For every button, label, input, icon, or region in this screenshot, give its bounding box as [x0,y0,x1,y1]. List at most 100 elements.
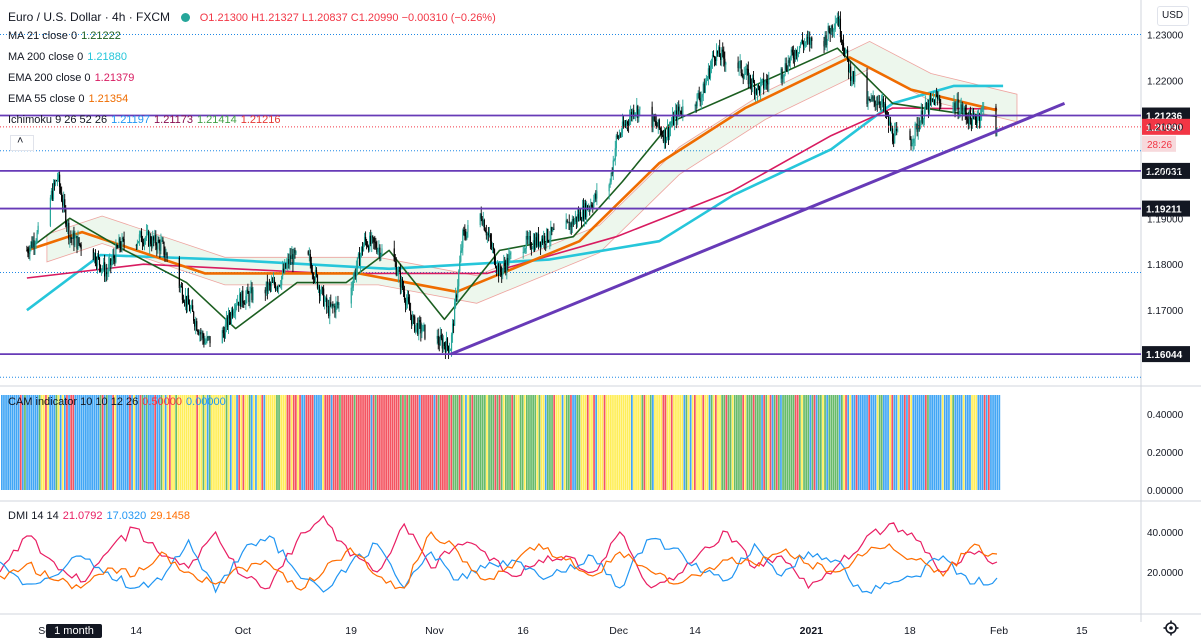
cam-bar [817,395,820,490]
price-tick-label: 1.21000 [1147,122,1184,133]
cam-bar [91,395,93,490]
cam-bar [486,395,488,490]
candle-body [444,346,447,353]
candle-body [550,226,552,239]
cam-legend[interactable]: CAM indicator 10 10 12 26 0.50000 0.00000 [8,395,230,409]
candle-body [837,17,839,26]
candle-body [923,109,925,119]
cam-bar [171,395,173,490]
candle-body [289,255,291,264]
cam-bar [412,395,415,490]
cam-bar [826,395,828,490]
indicator-2-legend-label: EMA 200 close 0 [8,72,91,84]
candle-body [753,82,756,94]
candle-body [192,305,194,312]
cam-bar [555,395,558,490]
cam-bar [301,395,303,490]
currency-button[interactable]: USD [1157,6,1189,26]
candle-body [839,18,842,37]
indicator-1-legend[interactable]: MA 200 close 0 1.21880 [8,50,131,64]
cam-bar [360,395,362,490]
candle-body [966,118,968,120]
cam-bar [490,395,492,490]
collapse-legend-button[interactable]: ˄ [10,135,34,151]
candle-body [981,108,983,116]
candle-body [543,235,545,243]
candle-body [624,124,627,126]
cam-bar [429,395,432,490]
candle-body [510,252,512,254]
candle-body [973,115,976,118]
dmi-legend-value: 29.1458 [150,510,191,522]
candle-body [714,59,717,61]
candle-body [841,41,844,43]
indicator-3-legend[interactable]: EMA 55 close 0 1.21354 [8,92,132,106]
candle-body [407,297,410,303]
indicator-4-legend[interactable]: Ichimoku 9 26 52 26 1.21197 1.21173 1.21414… [8,113,285,127]
range-button[interactable]: 1 month [46,624,102,638]
candle-body [743,74,745,79]
cam-tick-label: 0.20000 [1147,448,1184,459]
cam-bar [80,395,83,490]
candle-body [885,113,888,115]
indicator-4-legend-value: 1.21414 [196,114,237,126]
candle-body [579,212,582,221]
candle-body [251,287,253,301]
candle-body [117,247,119,249]
candle-body [755,89,758,94]
candle-body [621,121,624,133]
settings-button[interactable] [1162,619,1180,637]
candle-body [229,318,232,320]
indicator-0-legend[interactable]: MA 21 close 0 1.21222 [8,29,125,43]
cam-bar [759,395,761,490]
candle-body [835,21,837,24]
candle-body [673,115,675,126]
candle-body [377,249,379,253]
candle-body [681,113,683,115]
cam-bar [725,395,728,490]
candle-body [452,323,455,326]
candle-body [541,238,543,247]
candle-body [675,110,677,116]
cam-bar [366,395,369,490]
cam-bar [36,395,39,490]
candle-body [931,98,934,101]
candle-body [618,134,620,138]
cam-bar [738,395,740,490]
candle-body [952,106,954,108]
cam-bar [973,395,975,490]
cam-bar [190,395,192,490]
cam-bar [729,395,732,490]
candle-body [355,268,357,277]
cam-bar [723,395,726,490]
candle-body [280,284,282,286]
candle-body [892,128,894,142]
cam-bar [160,395,163,490]
symbol-title[interactable]: Euro / U.S. Dollar · 4h · FXCM [8,10,171,24]
cam-bar [250,395,253,490]
candle-body [975,120,978,123]
candle-body [308,254,310,255]
cam-bar [242,395,245,490]
cam-bar [643,395,646,490]
cam-bar [526,395,528,490]
candle-body [99,264,102,271]
candle-body [149,236,151,246]
candle-body [380,253,382,257]
dmi-legend[interactable]: DMI 14 14 21.0792 17.0320 29.1458 [8,509,194,523]
cam-bar [196,395,198,490]
candle-body [791,49,793,53]
candle-body [967,119,969,125]
cam-bar [847,395,849,490]
candle-body [655,120,657,126]
candle-body [455,295,457,303]
cam-bar [668,395,671,490]
indicator-2-legend[interactable]: EMA 200 close 0 1.21379 [8,71,138,85]
candle-body [828,26,830,33]
candle-body [423,324,425,326]
cam-bar [710,395,713,490]
candle-body [154,234,156,241]
candle-body [467,224,469,232]
candle-body [702,83,704,95]
